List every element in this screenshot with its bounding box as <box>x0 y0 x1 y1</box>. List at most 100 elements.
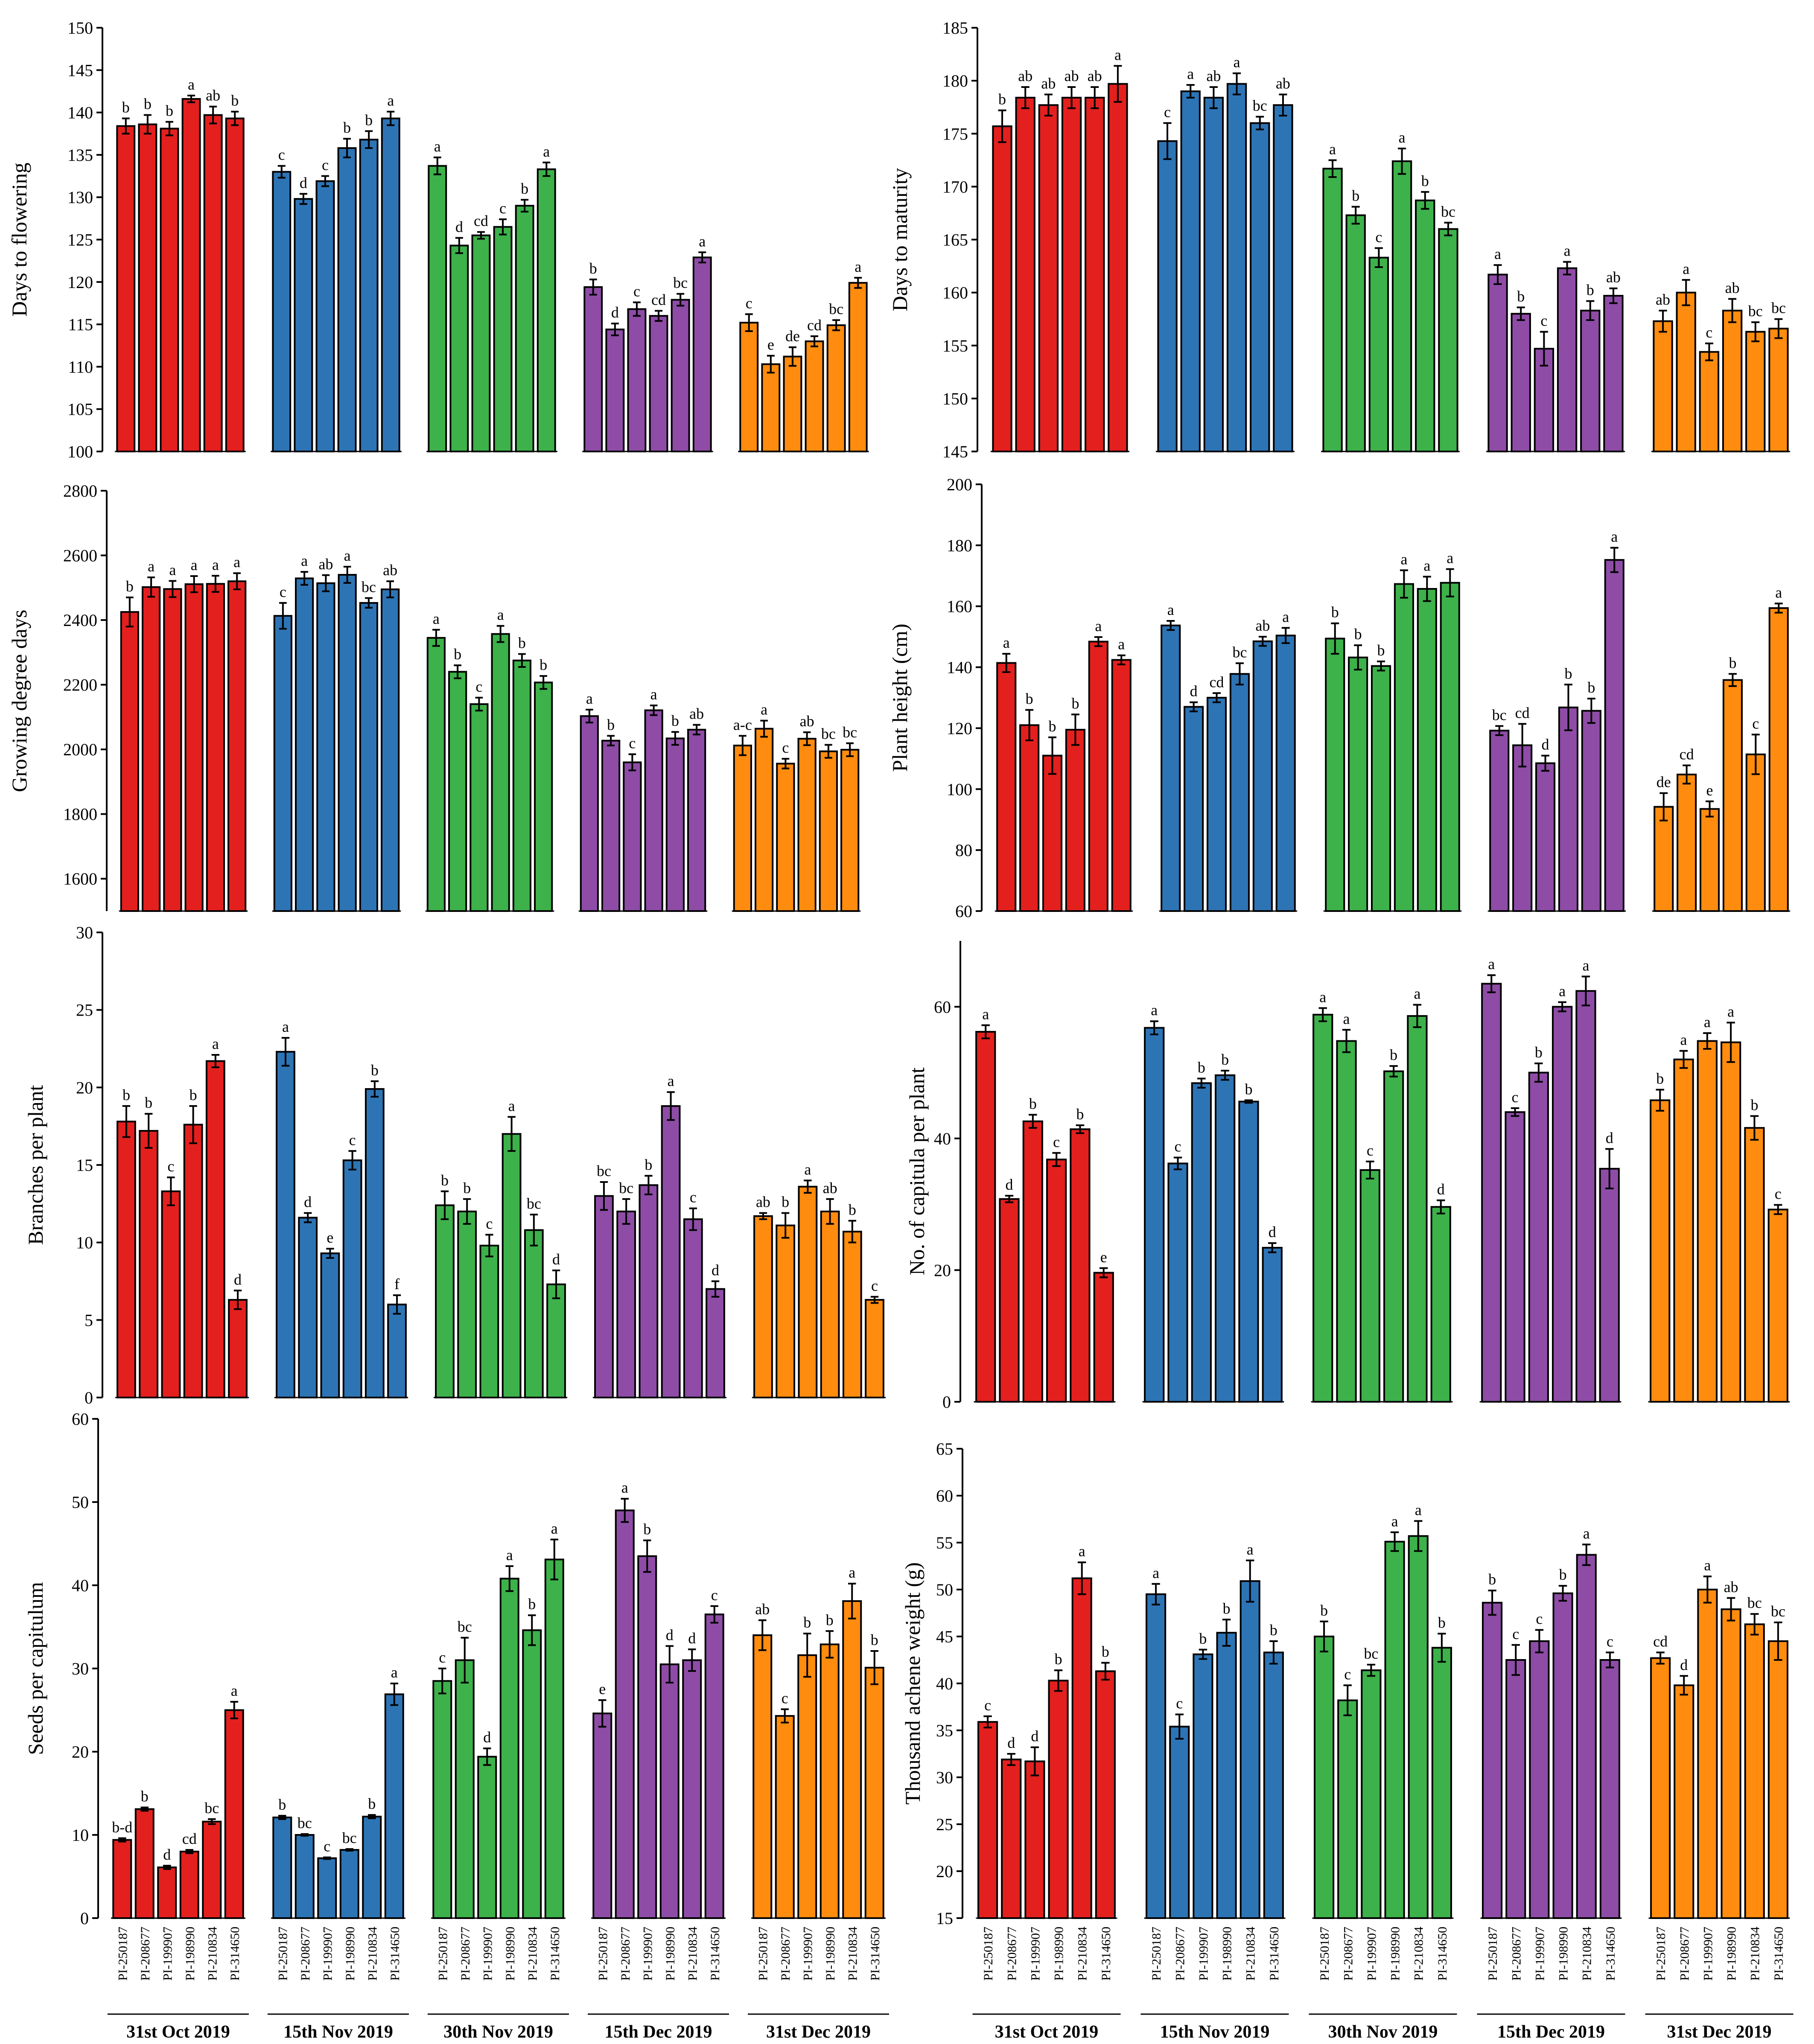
bar-15th-dec-2019-pi-198990 <box>644 709 663 912</box>
significance-letter: a <box>497 606 504 623</box>
bar-31st-dec-2019-pi-199907 <box>1699 808 1720 912</box>
significance-letter: bc <box>1771 1603 1785 1620</box>
sowing-date-label: 15th Dec 2019 <box>1497 2022 1605 2042</box>
significance-letter: a <box>1399 129 1406 146</box>
significance-letter: b <box>518 635 526 652</box>
significance-letter: ab <box>1206 67 1221 84</box>
significance-letter: a <box>804 1161 811 1178</box>
significance-letter: a <box>1582 957 1589 974</box>
y-tick-label: 2200 <box>63 676 97 695</box>
significance-letter: a <box>1680 1031 1687 1048</box>
bar-31st-oct-2019-pi-199907 <box>161 1190 181 1398</box>
bar-15th-nov-2019-pi-314650 <box>387 1304 407 1398</box>
bar-31st-oct-2019-pi-199907 <box>1022 1120 1043 1403</box>
significance-letter: b <box>1055 1651 1062 1668</box>
significance-letter: de <box>785 328 800 345</box>
significance-letter: bc <box>204 1799 219 1817</box>
genotype-label: PI-208677 <box>458 1927 472 1981</box>
y-tick-label: 20 <box>76 1078 93 1097</box>
significance-letter: a <box>1114 46 1121 63</box>
significance-letter: a <box>1151 1002 1158 1019</box>
significance-letter: a <box>508 1097 515 1114</box>
significance-letter: cd <box>1653 1633 1668 1650</box>
significance-letter: b <box>1587 281 1594 298</box>
significance-letter: b <box>871 1631 878 1648</box>
sowing-date-label: 30th Nov 2019 <box>443 2022 553 2042</box>
bar-15th-dec-2019-pi-199907 <box>1529 1640 1550 1919</box>
significance-letter: c <box>1053 1133 1060 1150</box>
y-axis-title: Growing degree days <box>7 610 31 792</box>
significance-letter: b <box>166 102 173 119</box>
bar-31st-dec-2019-pi-314650 <box>848 282 868 452</box>
bar-31st-dec-2019-pi-250187 <box>752 1634 773 1919</box>
significance-letter: bc <box>342 1829 357 1846</box>
bar-15th-nov-2019-pi-314650 <box>384 1693 404 1919</box>
bar-31st-dec-2019-pi-250187 <box>1653 320 1673 453</box>
significance-letter: a <box>543 143 550 160</box>
significance-letter: ab <box>1276 75 1290 92</box>
genotype-label: PI-210834 <box>1412 1927 1426 1981</box>
bar-15th-nov-2019-pi-199907 <box>317 1857 337 1919</box>
genotype-label: PI-314650 <box>1435 1927 1449 1981</box>
bar-15th-dec-2019-pi-210834 <box>665 737 685 912</box>
genotype-label: PI-210834 <box>1748 1927 1762 1981</box>
genotype-label: PI-250187 <box>1654 1927 1668 1981</box>
bar-31st-dec-2019-pi-208677 <box>761 363 781 453</box>
significance-letter: a <box>1079 1543 1085 1560</box>
y-tick-label: 135 <box>67 146 93 165</box>
significance-letter: ab <box>800 713 814 730</box>
y-tick-label: 15 <box>76 1156 93 1175</box>
bar-15th-dec-2019-pi-208677 <box>1505 1659 1526 1919</box>
y-tick-label: 2800 <box>63 481 97 501</box>
significance-letter: a <box>1775 584 1782 601</box>
significance-letter: b <box>1026 690 1033 708</box>
bar-15th-nov-2019-pi-314650 <box>1262 1246 1283 1403</box>
y-tick-label: 30 <box>936 1768 953 1787</box>
bar-31st-dec-2019-pi-208677 <box>775 1715 795 1919</box>
significance-letter: b <box>190 1086 197 1104</box>
bar-15th-dec-2019-pi-198990 <box>659 1663 680 1919</box>
y-tick-label: 50 <box>72 1493 89 1512</box>
significance-letter: a <box>1003 634 1010 651</box>
significance-letter: b <box>1049 718 1056 735</box>
bar-30th-nov-2019-pi-198990 <box>499 1578 519 1919</box>
genotype-label: PI-210834 <box>525 1927 540 1981</box>
bar-30th-nov-2019-pi-199907 <box>1359 1169 1380 1403</box>
bar-31st-oct-2019-pi-250187 <box>112 1839 132 1919</box>
bar-31st-oct-2019-pi-314650 <box>224 1709 244 1919</box>
significance-letter: ab <box>1656 291 1670 308</box>
significance-letter: a <box>1234 54 1240 71</box>
significance-letter: ab <box>1018 67 1032 84</box>
bar-31st-dec-2019-pi-199907 <box>1697 1040 1718 1403</box>
genotype-label: PI-208677 <box>618 1927 633 1981</box>
significance-letter: d <box>163 1846 171 1863</box>
bar-15th-dec-2019-pi-210834 <box>683 1218 703 1399</box>
significance-letter: a <box>1167 601 1174 618</box>
significance-letter: c <box>324 1838 330 1855</box>
significance-letter: c <box>1512 1625 1519 1642</box>
bar-31st-oct-2019-pi-210834 <box>206 583 225 912</box>
significance-letter: b <box>145 1094 152 1111</box>
chart-panel-1: 100 105 110 115 120 125 130 135 140 145 150 Days to… <box>7 18 869 461</box>
y-tick-label: 65 <box>936 1439 953 1459</box>
genotype-label: PI-199907 <box>160 1927 175 1981</box>
bar-31st-dec-2019-pi-210834 <box>1744 1127 1765 1403</box>
bar-15th-nov-2019-pi-250187 <box>272 1817 292 1919</box>
significance-letter: a <box>699 233 706 250</box>
significance-letter: b <box>1377 642 1385 659</box>
bar-31st-dec-2019-pi-199907 <box>798 1185 818 1399</box>
significance-letter: a <box>1423 557 1430 574</box>
significance-letter: cd <box>1210 673 1224 690</box>
y-tick-label: 115 <box>68 315 93 334</box>
significance-letter: c <box>486 1215 493 1232</box>
bar-31st-dec-2019-pi-198990 <box>1722 679 1743 912</box>
genotype-label: PI-210834 <box>846 1927 860 1981</box>
significance-letter: ab <box>318 556 333 573</box>
bar-15th-nov-2019-pi-208677 <box>1184 706 1204 912</box>
significance-letter: a <box>391 1664 398 1681</box>
bar-15th-dec-2019-pi-250187 <box>580 715 599 912</box>
significance-letter: b <box>463 1179 471 1197</box>
significance-letter: a <box>1400 550 1407 568</box>
bar-30th-nov-2019-pi-210834 <box>522 1629 542 1919</box>
genotype-label: PI-314650 <box>1604 1927 1618 1981</box>
